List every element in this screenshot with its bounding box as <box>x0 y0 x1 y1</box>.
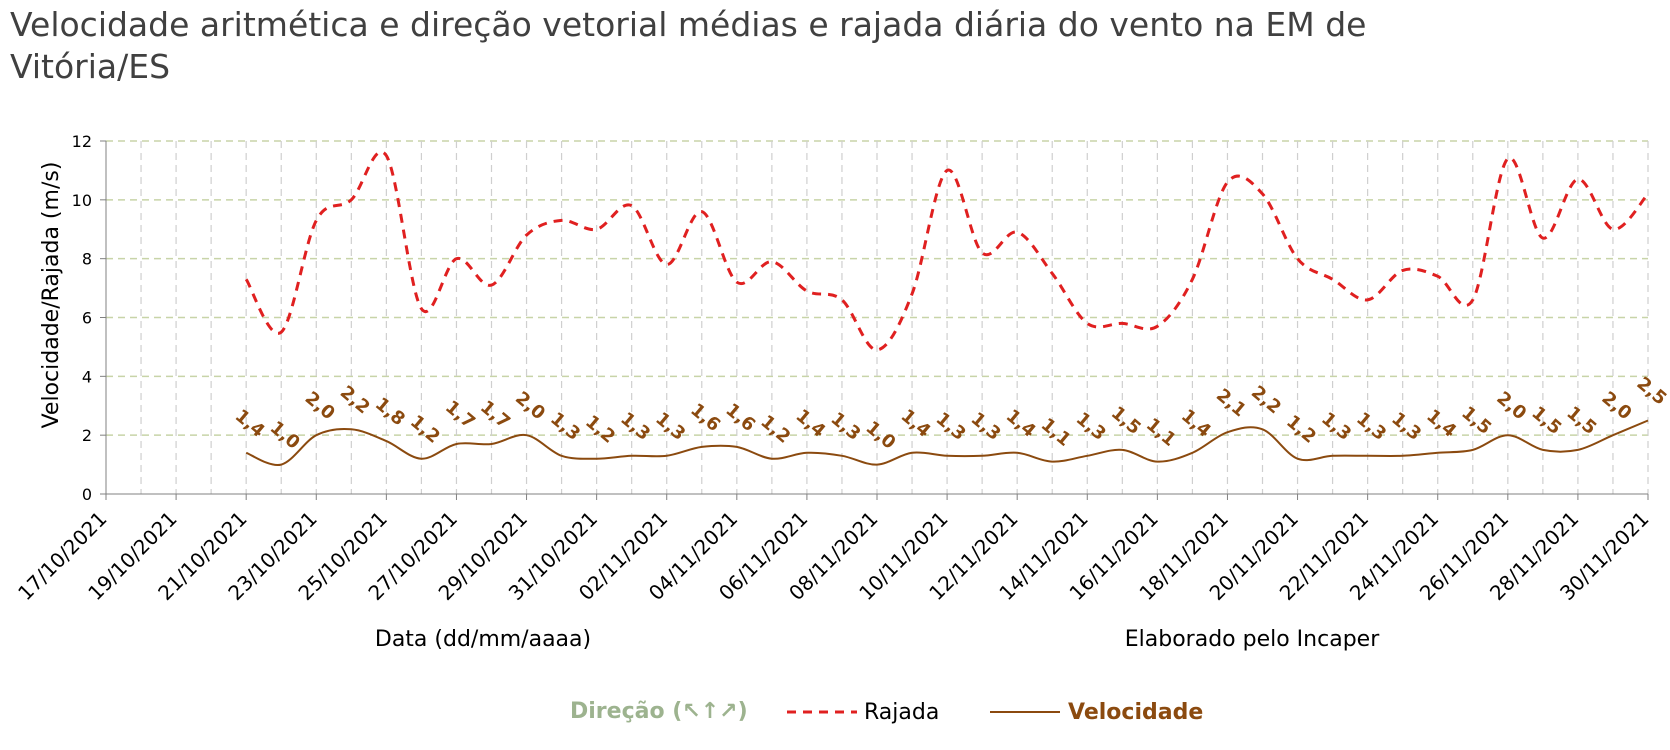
velocidade-data-label: 1,1 <box>1142 414 1180 451</box>
velocidade-data-label: 2,0 <box>511 388 549 425</box>
velocidade-data-label: 1,7 <box>441 396 479 433</box>
y-tick-label: 12 <box>72 132 92 151</box>
velocidade-data-label: 1,5 <box>1527 402 1565 439</box>
velocidade-data-label: 1,3 <box>1387 408 1425 445</box>
velocidade-data-label: 1,3 <box>1352 408 1390 445</box>
velocidade-data-label: 1,5 <box>1107 402 1145 439</box>
velocidade-data-label: 1,4 <box>1177 405 1215 442</box>
velocidade-data-label: 1,2 <box>581 411 619 448</box>
velocidade-data-label: 1,3 <box>932 408 970 445</box>
legend-direcao: Direção (↖↑↗) <box>570 699 748 724</box>
velocidade-data-label: 1,6 <box>721 399 759 436</box>
series <box>244 150 1650 467</box>
velocidade-data-label: 2,1 <box>1212 385 1250 422</box>
velocidade-data-label: 1,7 <box>476 396 514 433</box>
velocidade-data-label: 1,6 <box>686 399 724 436</box>
velocidade-data-label: 1,1 <box>1037 414 1075 451</box>
y-tick-label: 6 <box>82 309 92 328</box>
y-tick-label: 4 <box>82 367 92 386</box>
velocidade-data-label: 1,3 <box>651 408 689 445</box>
y-tick-label: 8 <box>82 250 92 269</box>
y-axis-title: Velocidade/Rajada (m/s) <box>39 162 64 429</box>
velocidade-data-label: 1,2 <box>1282 411 1320 448</box>
velocidade-data-label: 1,0 <box>862 417 900 454</box>
velocidade-data-label: 1,3 <box>967 408 1005 445</box>
x-axis-title: Data (dd/mm/aaaa) <box>375 627 591 652</box>
velocidade-data-label: 1,5 <box>1457 402 1495 439</box>
velocidade-data-label: 1,4 <box>791 405 829 442</box>
legend: Direção (↖↑↗) Rajada Velocidade <box>570 699 1203 725</box>
velocidade-data-label: 1,4 <box>231 405 269 442</box>
velocidade-data-label: 1,8 <box>371 394 409 431</box>
series-line-rajada <box>244 150 1650 352</box>
velocidade-data-label: 1,4 <box>1002 405 1040 442</box>
axes: 02468101217/10/202119/10/202121/10/20212… <box>13 132 1653 605</box>
velocidade-data-label: 1,3 <box>546 408 584 445</box>
credit-text: Elaborado pelo Incaper <box>1125 627 1380 652</box>
velocidade-data-label: 2,0 <box>1492 388 1530 425</box>
velocidade-data-label: 1,3 <box>1317 408 1355 445</box>
velocidade-data-label: 1,5 <box>1562 402 1600 439</box>
velocidade-data-label: 1,3 <box>616 408 654 445</box>
velocidade-data-label: 1,3 <box>827 408 865 445</box>
legend-rajada: Rajada <box>864 700 939 725</box>
velocidade-data-label: 1,2 <box>406 411 444 448</box>
data-labels: 1,41,02,02,21,81,21,71,72,01,31,21,31,31… <box>231 373 1670 454</box>
velocidade-data-label: 1,4 <box>897 405 935 442</box>
series-line-velocidade <box>245 419 1649 467</box>
velocidade-data-label: 2,5 <box>1633 373 1670 410</box>
velocidade-data-label: 2,0 <box>1598 388 1636 425</box>
velocidade-data-label: 2,2 <box>336 382 374 419</box>
velocidade-data-label: 1,4 <box>1422 405 1460 442</box>
legend-velocidade: Velocidade <box>1068 700 1203 725</box>
y-tick-label: 2 <box>82 426 92 445</box>
velocidade-data-label: 1,0 <box>266 417 304 454</box>
y-tick-label: 10 <box>72 191 92 210</box>
velocidade-data-label: 1,2 <box>756 411 794 448</box>
velocidade-data-label: 2,0 <box>301 388 339 425</box>
velocidade-data-label: 1,3 <box>1072 408 1110 445</box>
y-tick-label: 0 <box>82 485 92 504</box>
chart-title: Velocidade aritmética e direção vetorial… <box>10 5 1367 86</box>
velocidade-data-label: 2,2 <box>1247 382 1285 419</box>
